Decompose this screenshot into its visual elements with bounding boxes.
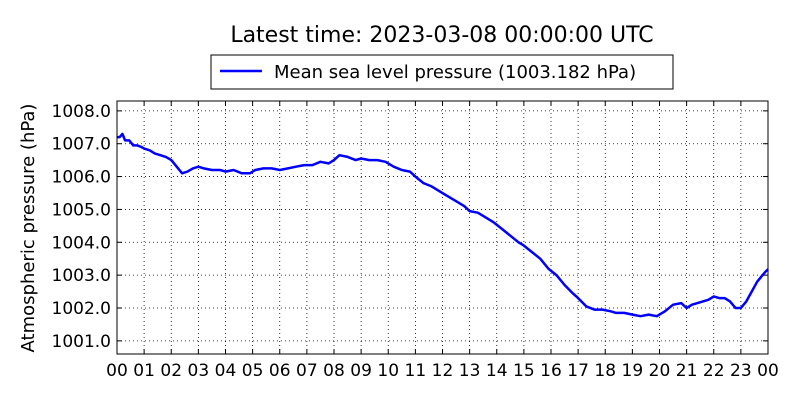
- x-tick-label: 11: [405, 361, 427, 381]
- axis-ticks: [116, 101, 769, 354]
- series-line-mean-sea-level-pressure: [117, 132, 769, 318]
- y-tick-label: 1005.0: [52, 200, 111, 220]
- x-tick-label: 05: [242, 361, 264, 381]
- x-tick-label: 10: [377, 361, 399, 381]
- x-tick-label: 23: [730, 361, 752, 381]
- x-tick-label: 02: [160, 361, 182, 381]
- x-tick-label: 17: [567, 361, 589, 381]
- x-tick-label: 03: [188, 361, 210, 381]
- y-tick-labels: 1001.0 1002.0 1003.0 1004.0 1005.0 1006.0 1007…: [52, 102, 111, 352]
- plot-area-frame: [116, 100, 769, 355]
- y-tick-label: 1006.0: [52, 168, 111, 188]
- x-tick-label: 09: [350, 361, 372, 381]
- legend-box: [210, 54, 674, 90]
- x-tick-label: 18: [594, 361, 616, 381]
- x-tick-label: 08: [323, 361, 345, 381]
- y-tick-label: 1004.0: [52, 233, 111, 253]
- x-tick-label: 16: [540, 361, 562, 381]
- x-tick-label: 13: [459, 361, 481, 381]
- x-tick-label: 12: [432, 361, 454, 381]
- x-tick-labels: 00 01 02 03 04 05 06 07 08 09 10 11 12 13 14 15 16 17 18 19…: [106, 361, 779, 381]
- y-tick-label: 1007.0: [52, 135, 111, 155]
- legend-label: Mean sea level pressure (1003.182 hPa): [274, 62, 636, 83]
- x-tick-label: 22: [703, 361, 725, 381]
- y-axis-label: Atmospheric pressure (hPa): [18, 104, 39, 353]
- x-tick-label: 21: [676, 361, 698, 381]
- y-tick-label: 1003.0: [52, 266, 111, 286]
- x-tick-label: 19: [622, 361, 644, 381]
- x-tick-label: 20: [649, 361, 671, 381]
- y-tick-label: 1001.0: [52, 332, 111, 352]
- x-tick-label: 00: [106, 361, 128, 381]
- x-tick-label: 15: [513, 361, 535, 381]
- x-tick-label: 07: [296, 361, 318, 381]
- y-tick-label: 1002.0: [52, 299, 111, 319]
- chart-title: Latest time: 2023-03-08 00:00:00 UTC: [230, 23, 653, 48]
- x-tick-label: 01: [133, 361, 155, 381]
- y-tick-label: 1008.0: [52, 102, 111, 122]
- grid: [116, 101, 769, 354]
- x-tick-label: 14: [486, 361, 508, 381]
- x-tick-label: 06: [269, 361, 291, 381]
- x-tick-label: 00: [757, 361, 779, 381]
- legend: Mean sea level pressure (1003.182 hPa): [210, 54, 674, 90]
- x-tick-label: 04: [215, 361, 237, 381]
